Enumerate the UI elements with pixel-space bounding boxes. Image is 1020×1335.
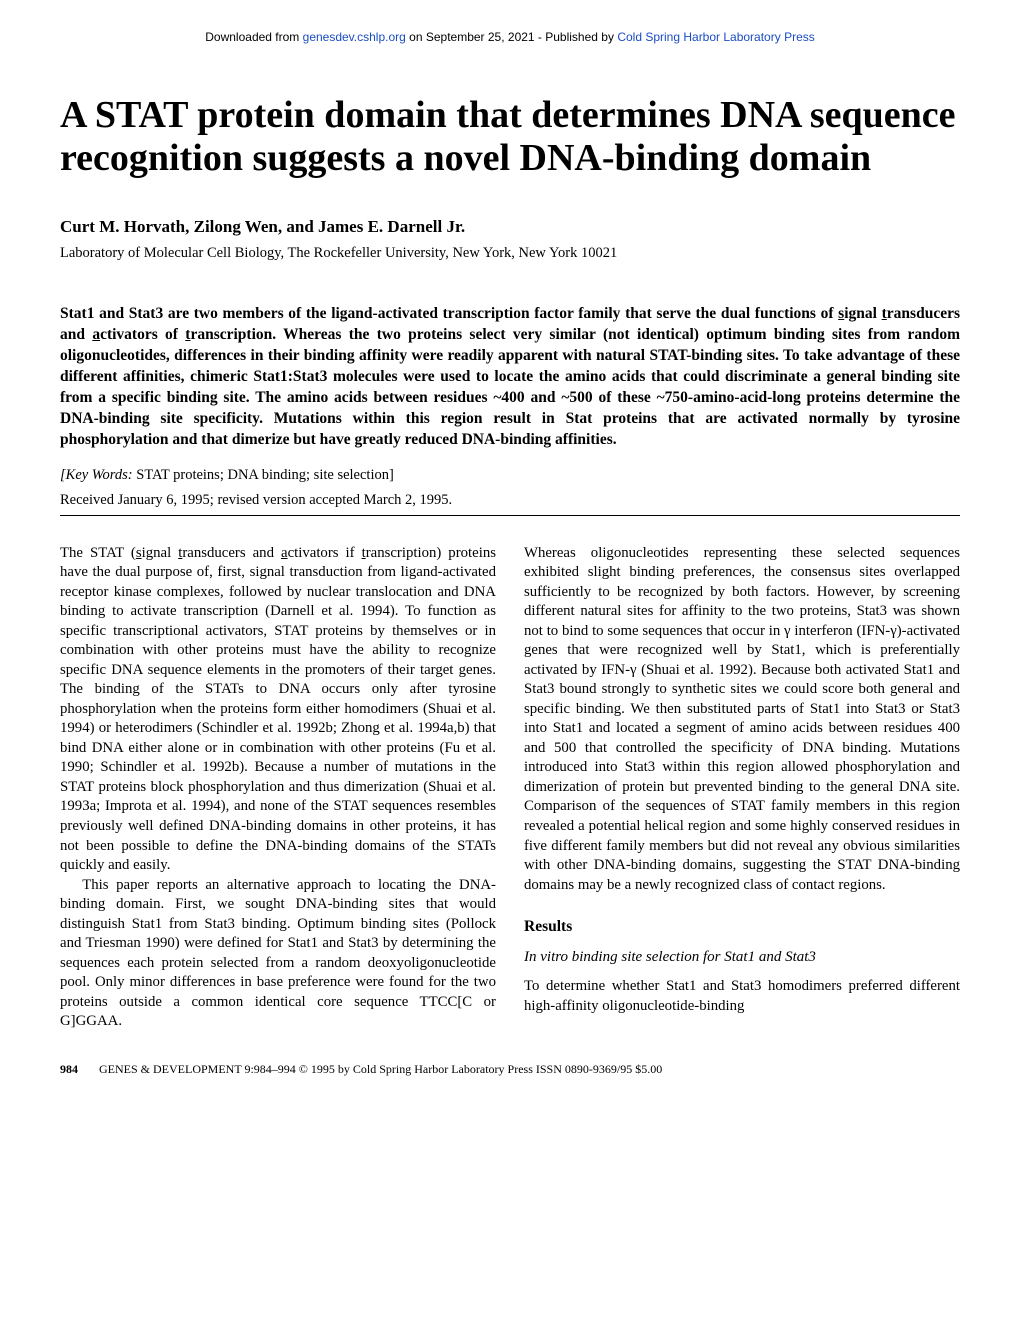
column-left: The STAT (signal transducers and activat… xyxy=(60,544,496,1032)
page-number: 984 xyxy=(60,1062,78,1076)
download-prefix: Downloaded from xyxy=(205,30,302,44)
subsection-heading: In vitro binding site selection for Stat… xyxy=(524,948,960,968)
column-right: Whereas oligonucleotides representing th… xyxy=(524,544,960,1032)
body-paragraph: To determine whether Stat1 and Stat3 hom… xyxy=(524,977,960,1016)
body-paragraph: The STAT (signal transducers and activat… xyxy=(60,544,496,876)
body-paragraph: Whereas oligonucleotides representing th… xyxy=(524,544,960,896)
keywords-label: [Key Words: xyxy=(60,467,133,483)
affiliation: Laboratory of Molecular Cell Biology, Th… xyxy=(60,245,960,262)
source-link[interactable]: genesdev.cshlp.org xyxy=(303,30,406,44)
article-title: A STAT protein domain that determines DN… xyxy=(60,94,960,179)
page-footer: 984 GENES & DEVELOPMENT 9:984–994 © 1995… xyxy=(60,1062,960,1077)
body-paragraph: This paper reports an alternative approa… xyxy=(60,876,496,1032)
keywords: [Key Words: STAT proteins; DNA binding; … xyxy=(60,467,960,484)
page-container: Downloaded from genesdev.cshlp.org on Se… xyxy=(0,0,1020,1117)
received-date: Received January 6, 1995; revised versio… xyxy=(60,492,960,509)
separator-rule xyxy=(60,515,960,516)
abstract: Stat1 and Stat3 are two members of the l… xyxy=(60,304,960,450)
section-heading-results: Results xyxy=(524,917,960,937)
body-columns: The STAT (signal transducers and activat… xyxy=(60,544,960,1032)
footer-citation: GENES & DEVELOPMENT 9:984–994 © 1995 by … xyxy=(99,1062,662,1076)
download-header: Downloaded from genesdev.cshlp.org on Se… xyxy=(60,30,960,44)
download-mid: on September 25, 2021 - Published by xyxy=(406,30,617,44)
keywords-text: STAT proteins; DNA binding; site selecti… xyxy=(133,467,394,483)
publisher-link[interactable]: Cold Spring Harbor Laboratory Press xyxy=(617,30,814,44)
authors: Curt M. Horvath, Zilong Wen, and James E… xyxy=(60,217,960,237)
